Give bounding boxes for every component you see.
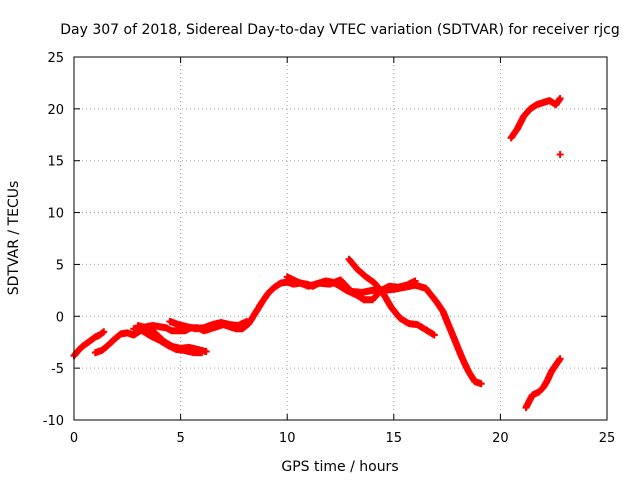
- plot-frame: [73, 56, 608, 421]
- series-track-2: [91, 277, 368, 357]
- data-point-markers: [166, 318, 251, 333]
- series-track-9: [507, 95, 564, 142]
- series-track-1: [70, 328, 108, 360]
- y-tick-label: 25: [47, 51, 64, 66]
- x-axis-title: GPS time / hours: [281, 459, 398, 475]
- series-track-5: [166, 318, 251, 333]
- y-tick-label: 10: [47, 207, 64, 222]
- y-tick-label: 15: [47, 155, 64, 170]
- y-tick-label: -10: [43, 414, 64, 429]
- x-tick-label: 10: [279, 431, 296, 446]
- x-tick-label: 5: [176, 431, 184, 446]
- data-point-markers: [343, 277, 419, 304]
- x-tick-label: 15: [386, 431, 403, 446]
- series-track-11: [522, 355, 564, 412]
- grid: [74, 57, 607, 420]
- data-point-markers: [556, 151, 564, 158]
- x-axis: 0 5 10 15 20 25: [70, 57, 615, 446]
- y-tick-label: 5: [56, 258, 64, 273]
- data-series: [70, 95, 564, 412]
- series-track-4: [134, 322, 210, 355]
- series-track-7: [345, 255, 438, 339]
- y-tick-label: 0: [56, 310, 64, 325]
- y-axis: -10 -5 0 5 10 15 20 25: [43, 51, 607, 429]
- series-track-10: [556, 151, 564, 158]
- x-tick-label: 0: [70, 431, 78, 446]
- series-track-8: [343, 277, 419, 304]
- data-point-markers: [345, 255, 438, 339]
- y-tick-label: 20: [47, 103, 64, 118]
- data-point-markers: [522, 355, 564, 412]
- data-point-markers: [134, 322, 210, 355]
- data-point-markers: [91, 277, 368, 357]
- data-point-markers: [507, 95, 564, 142]
- chart-title: Day 307 of 2018, Sidereal Day-to-day VTE…: [60, 22, 619, 38]
- y-tick-label: -5: [51, 362, 64, 377]
- x-tick-label: 25: [599, 431, 616, 446]
- y-axis-title: SDTVAR / TECUs: [6, 181, 22, 296]
- data-point-markers: [70, 328, 108, 360]
- x-tick-label: 20: [492, 431, 509, 446]
